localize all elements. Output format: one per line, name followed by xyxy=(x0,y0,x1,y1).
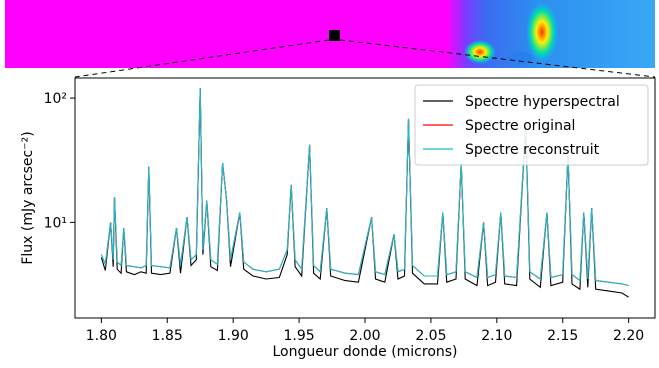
x-tick-label: 1.95 xyxy=(284,328,315,344)
plot-area: 1.80 1.85 1.90 1.95 2.00 2.05 2.10 2.15 2.20 10¹ 1… xyxy=(44,78,655,344)
y-axis-label: Flux (mJy arcsec⁻²) xyxy=(20,131,36,264)
x-axis-label: Longueur donde (microns) xyxy=(272,344,457,360)
x-tick-label: 2.00 xyxy=(349,328,380,344)
x-tick-label: 1.80 xyxy=(86,328,117,344)
x-tick-label: 1.90 xyxy=(218,328,249,344)
y-tick-label: 10¹ xyxy=(44,215,67,231)
y-tick-label: 10² xyxy=(44,91,67,107)
figure: 1.80 1.85 1.90 1.95 2.00 2.05 2.10 2.15 2.20 10¹ 1… xyxy=(0,0,659,364)
legend-label: Spectre original xyxy=(465,118,575,134)
x-tick-label: 2.20 xyxy=(613,328,644,344)
x-tick-label: 2.05 xyxy=(415,328,446,344)
x-tick-label: 1.85 xyxy=(152,328,183,344)
x-tick-label: 2.10 xyxy=(481,328,512,344)
x-tick-label: 2.15 xyxy=(547,328,578,344)
legend-label: Spectre reconstruit xyxy=(465,142,600,158)
image-strip xyxy=(5,0,655,68)
legend-label: Spectre hyperspectral xyxy=(465,94,620,110)
